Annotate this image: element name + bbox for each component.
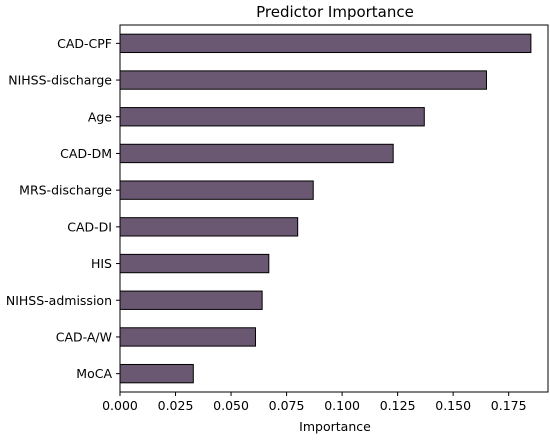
bars-layer	[119, 33, 532, 384]
y-tick-label: MoCA	[76, 366, 112, 381]
x-tick-label: 0.075	[269, 398, 305, 413]
y-tick-label: MRS-discharge	[19, 183, 112, 198]
bar-cad-cpf	[119, 33, 532, 54]
x-tick-label: 0.150	[435, 398, 471, 413]
y-tick-label: NIHSS-discharge	[8, 73, 112, 88]
axes-layer: CAD-CPF NIHSS-discharge Age CAD-DM MRS-disch…	[6, 24, 549, 413]
bar-nihss-admission	[119, 290, 263, 310]
y-tick-label: HIS	[91, 256, 112, 271]
bar-his	[119, 253, 270, 274]
bar-mrs-discharge	[119, 180, 314, 200]
y-tick-label: NIHSS-admission	[6, 293, 112, 308]
x-tick-label: 0.000	[102, 398, 138, 413]
y-tick-label: CAD-DM	[60, 146, 112, 161]
bar-nihss-discharge	[119, 70, 487, 90]
plot-frame	[119, 24, 549, 393]
bar-cad-a-w	[119, 327, 256, 347]
x-tick-label: 0.125	[380, 398, 416, 413]
x-axis-label: Importance	[299, 419, 371, 434]
bar-moca	[119, 363, 194, 384]
chart-title: Predictor Importance	[256, 3, 414, 21]
x-tick-label: 0.175	[491, 398, 527, 413]
bar-cad-di	[119, 217, 299, 237]
x-tick-label: 0.025	[158, 398, 194, 413]
bar-age	[119, 107, 425, 127]
y-tick-label: CAD-A/W	[56, 329, 112, 344]
y-tick-label: CAD-DI	[67, 219, 112, 234]
bar-cad-dm	[119, 143, 394, 164]
y-tick-label: CAD-CPF	[57, 36, 112, 51]
x-tick-label: 0.100	[324, 398, 360, 413]
y-tick-label: Age	[88, 109, 112, 124]
x-tick-label: 0.050	[213, 398, 249, 413]
